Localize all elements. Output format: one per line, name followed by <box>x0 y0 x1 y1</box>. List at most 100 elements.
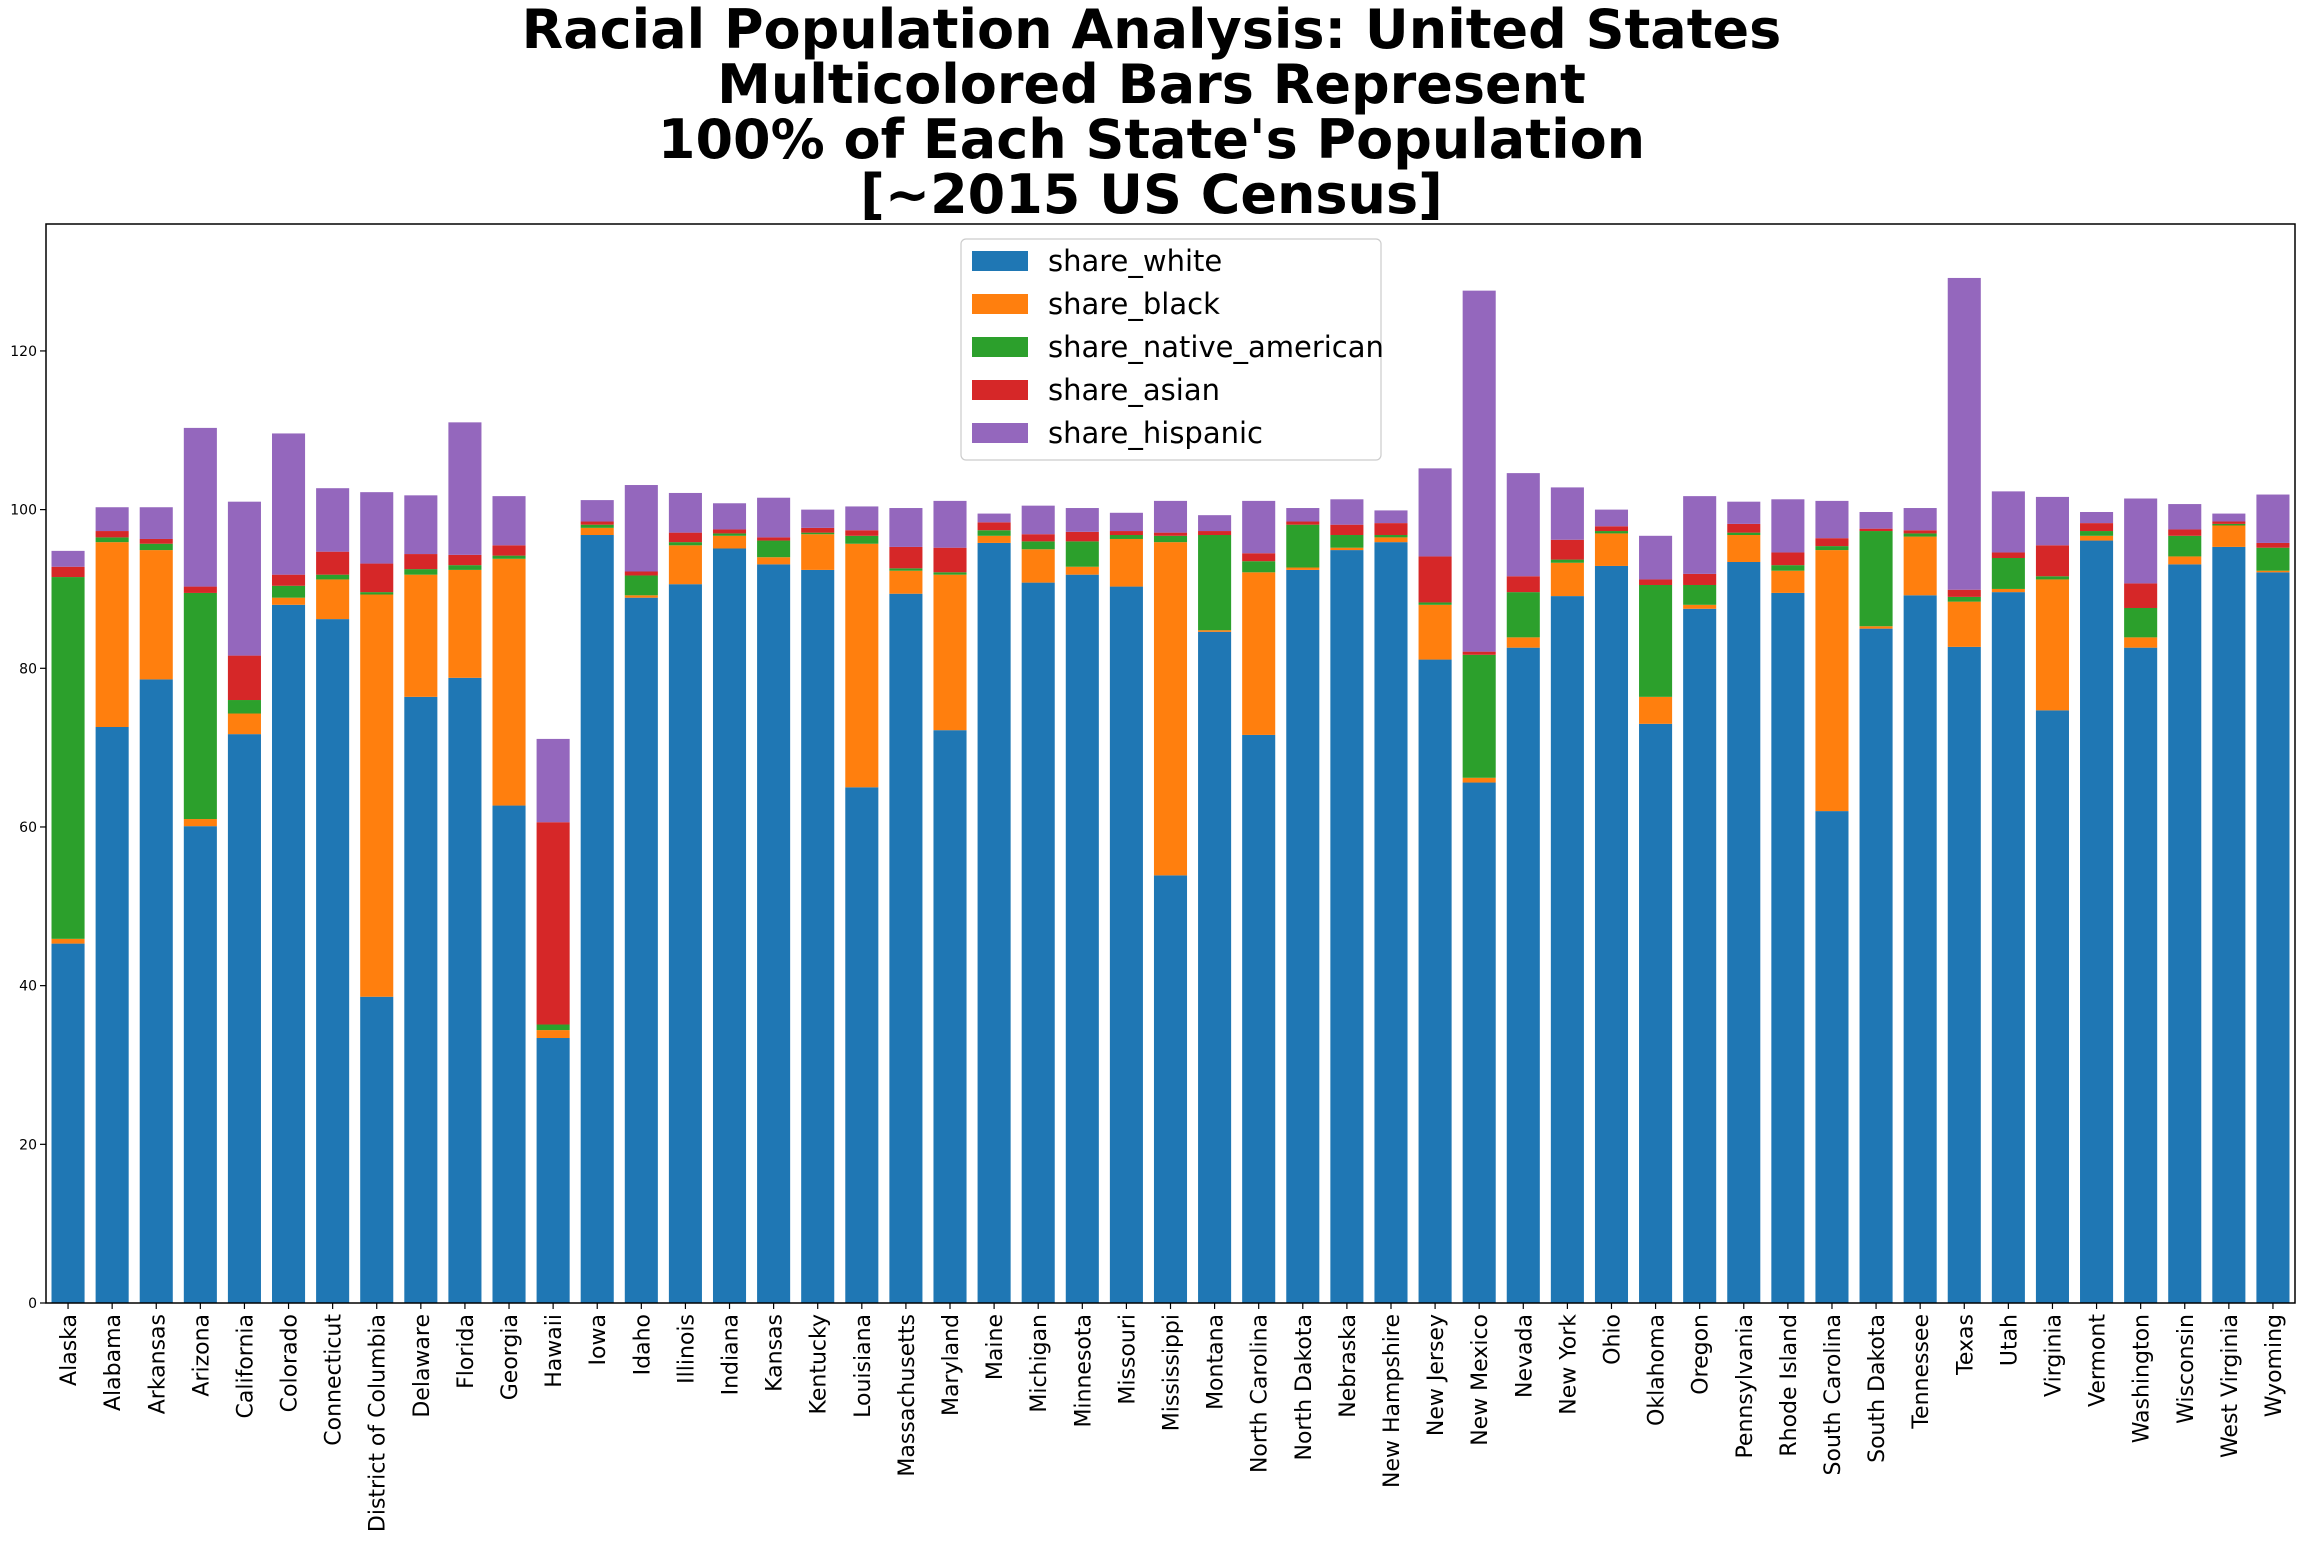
bar-share_asian-9 <box>448 554 482 566</box>
bar-share_asian-23 <box>1065 531 1099 542</box>
bar-share_black-48 <box>2168 556 2202 565</box>
bar-share_black-12 <box>580 527 614 536</box>
x-tick-label: Illinois <box>674 1314 699 1384</box>
bar-share_hispanic-9 <box>448 422 482 555</box>
bar-share_hispanic-3 <box>183 427 217 587</box>
x-tick-label: Maryland <box>939 1314 964 1416</box>
x-tick-label: North Dakota <box>1292 1314 1317 1460</box>
bar-share_black-16 <box>757 557 791 565</box>
bar-share_white-39 <box>1771 592 1805 1303</box>
bar-share_hispanic-1 <box>95 507 129 532</box>
bar-share_native_american-28 <box>1286 524 1320 568</box>
plot-area-frame <box>45 223 2296 1304</box>
bar-share_white-18 <box>845 787 879 1303</box>
bar-share_hispanic-17 <box>801 509 835 528</box>
bar-share_asian-19 <box>889 546 923 569</box>
bar-share_asian-3 <box>183 586 217 593</box>
bar-share_white-37 <box>1683 608 1717 1303</box>
legend-item-share_asian[interactable]: share_asian <box>972 373 1220 407</box>
bar-share_asian-11 <box>536 822 570 1025</box>
bar-share_black-38 <box>1727 535 1761 562</box>
bar-share_native_american-41 <box>1859 531 1893 627</box>
bar-share_white-43 <box>1947 646 1981 1303</box>
series-share_native_american <box>51 523 2290 1031</box>
bar-share_native_american-43 <box>1947 596 1981 602</box>
bar-share_white-34 <box>1550 596 1584 1303</box>
bar-share_native_american-15 <box>712 533 747 536</box>
series-share_black <box>51 525 2290 1039</box>
bar-share_hispanic-25 <box>1153 500 1188 533</box>
bar-share_black-28 <box>1286 567 1320 570</box>
legend-swatch <box>972 294 1028 314</box>
bar-share_asian-1 <box>95 531 129 538</box>
legend-item-share_hispanic[interactable]: share_hispanic <box>972 416 1263 450</box>
bar-share_white-23 <box>1065 574 1099 1303</box>
bar-share_white-47 <box>2124 647 2158 1303</box>
x-tick-label: District of Columbia <box>366 1314 391 1532</box>
bar-share_white-7 <box>360 996 394 1303</box>
x-tick-label: Florida <box>454 1314 479 1389</box>
bar-share_native_american-22 <box>1021 541 1055 550</box>
bar-share_black-24 <box>1109 538 1143 587</box>
x-tick-label: California <box>233 1314 258 1418</box>
legend-item-share_black[interactable]: share_black <box>972 287 1220 321</box>
bar-share_white-32 <box>1462 782 1496 1303</box>
bar-share_hispanic-0 <box>51 550 85 567</box>
bar-share_white-19 <box>889 593 923 1303</box>
bar-share_native_american-7 <box>360 592 394 595</box>
bar-share_white-10 <box>492 805 526 1303</box>
bar-share_native_american-48 <box>2168 535 2202 557</box>
bar-share_white-11 <box>536 1038 570 1303</box>
x-tick-label: Montana <box>1204 1314 1229 1410</box>
bar-share_asian-29 <box>1330 524 1364 535</box>
bar-share_black-45 <box>2035 579 2069 711</box>
bar-share_native_american-45 <box>2035 576 2069 580</box>
bar-share_hispanic-41 <box>1859 512 1893 529</box>
x-tick-label: Oklahoma <box>1645 1314 1670 1426</box>
bar-share_black-25 <box>1153 542 1188 876</box>
bar-share_white-20 <box>933 730 967 1303</box>
bar-share_hispanic-32 <box>1462 290 1496 652</box>
bar-share_white-31 <box>1418 659 1452 1303</box>
bar-share_native_american-40 <box>1815 546 1849 551</box>
bar-share_hispanic-44 <box>1991 491 2025 553</box>
legend-item-share_white[interactable]: share_white <box>972 244 1222 278</box>
bar-share_native_american-31 <box>1418 602 1452 605</box>
x-tick-label: Maine <box>983 1314 1008 1380</box>
bar-share_black-20 <box>933 574 967 731</box>
title-line-1: Racial Population Analysis: United State… <box>521 0 1782 61</box>
bar-share_asian-40 <box>1815 538 1849 547</box>
x-tick-label: Pennsylvania <box>1733 1314 1758 1459</box>
bar-share_hispanic-23 <box>1065 508 1099 532</box>
bar-share_black-8 <box>404 574 438 697</box>
bar-share_asian-14 <box>668 532 702 543</box>
bar-share_hispanic-2 <box>139 507 173 539</box>
bar-share_black-22 <box>1021 549 1055 583</box>
bar-share_asian-5 <box>272 574 306 586</box>
x-axis: Alaska Alabama Arkansas Arizona California Co… <box>57 1303 2287 1532</box>
bar-share_native_american-42 <box>1903 533 1937 537</box>
legend-item-share_native_american[interactable]: share_native_american <box>972 330 1384 364</box>
bar-share_native_american-16 <box>757 540 791 558</box>
bar-share_black-42 <box>1903 536 1937 596</box>
bar-share_native_american-17 <box>801 532 835 535</box>
bar-share_asian-7 <box>360 563 394 593</box>
bar-share_native_american-3 <box>183 592 217 820</box>
series-share_asian <box>51 521 2290 1025</box>
bar-share_hispanic-46 <box>2080 512 2114 524</box>
x-tick-label: Georgia <box>498 1314 523 1400</box>
x-tick-label: Alaska <box>57 1314 82 1386</box>
bar-share_native_american-29 <box>1330 535 1364 548</box>
bar-share_hispanic-40 <box>1815 500 1849 539</box>
bar-share_black-27 <box>1242 572 1276 735</box>
bar-share_black-0 <box>51 938 85 944</box>
x-tick-label: New Jersey <box>1424 1314 1449 1436</box>
bar-share_black-35 <box>1594 533 1629 566</box>
bar-share_hispanic-6 <box>316 488 350 552</box>
bar-share_asian-17 <box>801 527 835 533</box>
bar-share_white-0 <box>51 943 85 1303</box>
legend[interactable]: share_white share_black share_native_ameri… <box>960 238 1384 461</box>
bar-share_native_american-24 <box>1109 535 1143 539</box>
x-tick-label: Wyoming <box>2262 1314 2287 1417</box>
